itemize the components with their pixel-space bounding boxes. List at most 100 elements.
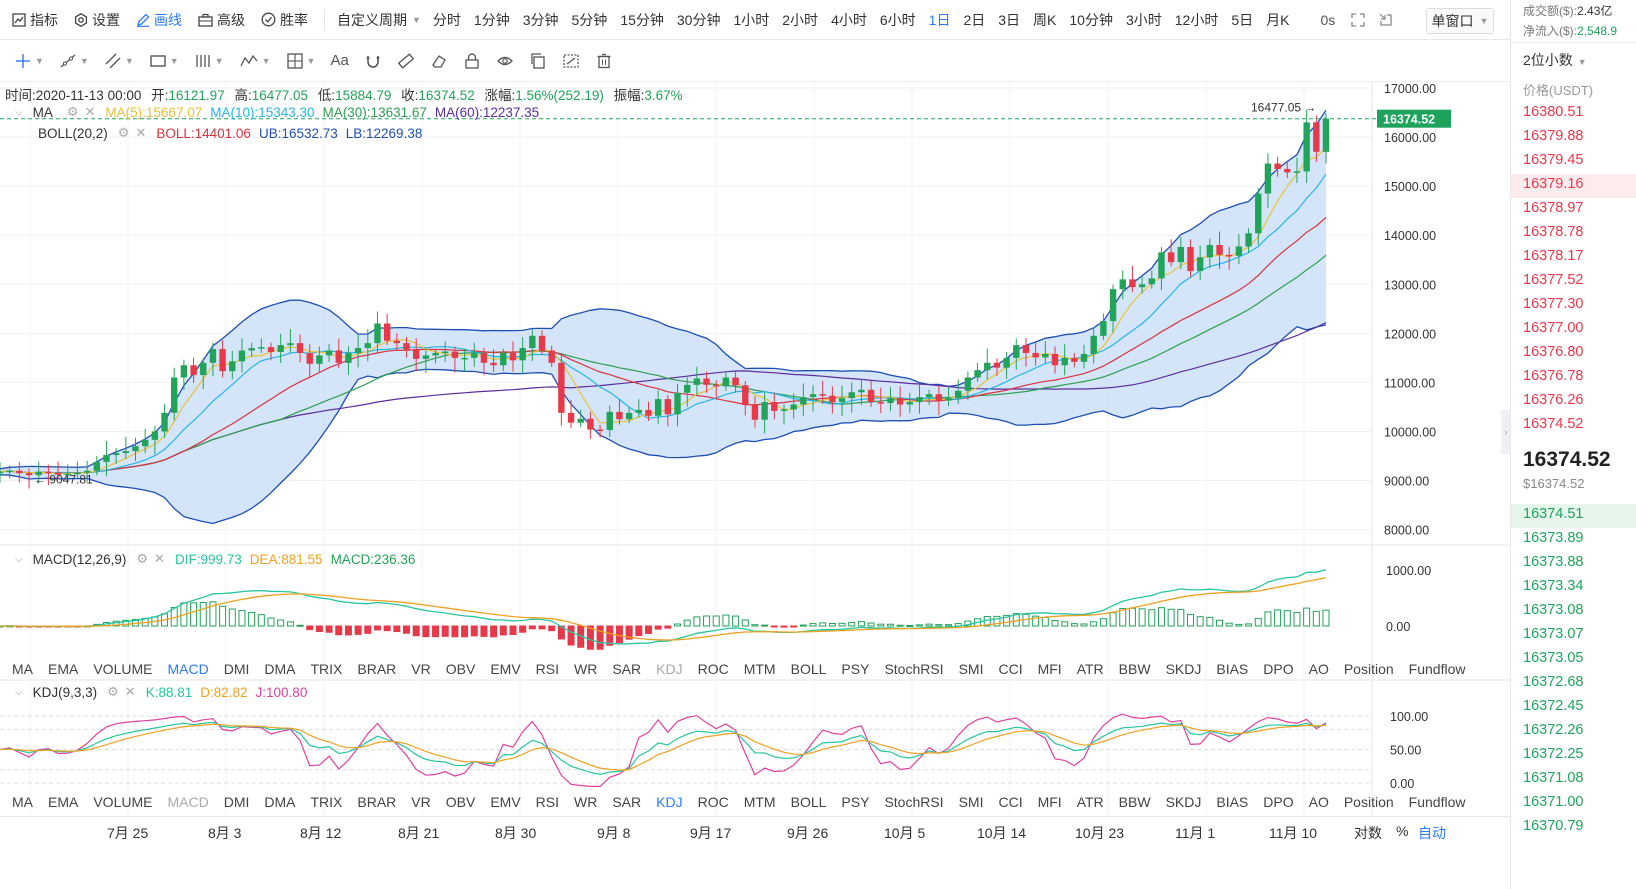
indicator-tab[interactable]: DMA (264, 794, 296, 810)
percent-scale-toggle[interactable]: % (1396, 823, 1409, 839)
lock-tool[interactable] (463, 52, 481, 70)
period-4[interactable]: 15分钟 (620, 11, 664, 28)
close-icon[interactable]: ✕ (154, 551, 165, 566)
ask-price[interactable]: 16378.97 (1523, 200, 1584, 216)
ask-price[interactable]: 16378.78 (1523, 224, 1584, 240)
log-scale-toggle[interactable]: 对数 (1354, 825, 1382, 841)
indicator-tab[interactable]: CCI (998, 661, 1023, 677)
indicator-tab[interactable]: MTM (743, 661, 776, 677)
indicator-tab[interactable]: MA (12, 794, 33, 810)
indicator-tab[interactable]: Fundflow (1408, 794, 1466, 810)
indicator-tab[interactable]: SKDJ (1165, 661, 1202, 677)
copy-tool[interactable] (529, 52, 547, 70)
indicator-tab[interactable]: EMV (490, 661, 521, 677)
indicator-tab[interactable]: RSI (535, 794, 560, 810)
auto-scale-toggle[interactable]: 自动 (1418, 825, 1446, 841)
period-2[interactable]: 3分钟 (522, 11, 559, 28)
period-0[interactable]: 分时 (432, 11, 461, 28)
bid-price[interactable]: 16373.34 (1523, 578, 1584, 594)
trendline-tool[interactable]: ▼ (59, 52, 89, 70)
close-icon[interactable]: ✕ (135, 125, 147, 140)
indicator-tab[interactable]: ROC (697, 661, 729, 677)
indicator-tab[interactable]: MACD (167, 661, 209, 677)
bid-price[interactable]: 16372.26 (1523, 722, 1584, 738)
indicator-tab[interactable]: ATR (1076, 661, 1104, 677)
bid-price[interactable]: 16371.08 (1523, 770, 1584, 786)
indicator-tab[interactable]: BRAR (357, 661, 397, 677)
winrate-button[interactable]: 胜率 (261, 10, 308, 30)
indicator-tab[interactable]: BBW (1118, 794, 1151, 810)
period-12[interactable]: 3日 (998, 11, 1021, 28)
ask-price[interactable]: 16378.17 (1523, 248, 1584, 264)
indicator-tab[interactable]: WR (574, 661, 598, 677)
indicator-tab[interactable]: ROC (697, 794, 729, 810)
bid-price[interactable]: 16371.00 (1523, 794, 1584, 810)
indicator-tab[interactable]: CCI (998, 794, 1023, 810)
indicator-tab[interactable]: MTM (743, 794, 776, 810)
indicator-tab[interactable]: SKDJ (1165, 794, 1202, 810)
period-1[interactable]: 1分钟 (473, 11, 510, 28)
period-3[interactable]: 5分钟 (571, 11, 608, 28)
indicator-tab[interactable]: KDJ (656, 661, 683, 677)
close-icon[interactable]: ✕ (124, 684, 136, 699)
settings-gear-icon[interactable]: ⚙ (117, 125, 130, 140)
indicator-tab[interactable]: EMV (490, 794, 521, 810)
indicator-tab[interactable]: DMI (223, 661, 250, 677)
period-13[interactable]: 周K (1033, 11, 1057, 28)
crosshair-tool[interactable]: ▼ (14, 52, 44, 70)
wave-tool[interactable]: ▼ (239, 52, 271, 70)
ask-price[interactable]: 16377.52 (1523, 272, 1584, 288)
ask-price[interactable]: 16374.52 (1523, 416, 1584, 432)
indicator-tab[interactable]: MFI (1037, 661, 1062, 677)
collapse-chevron-icon[interactable]: ⌵ (15, 106, 23, 118)
ask-price[interactable]: 16377.30 (1523, 296, 1584, 312)
settings-gear-icon[interactable]: ⚙ (107, 684, 119, 699)
indicator-tab[interactable]: Position (1343, 794, 1394, 810)
template-tool[interactable] (562, 52, 580, 70)
period-9[interactable]: 6小时 (879, 11, 916, 28)
period-15[interactable]: 3小时 (1125, 11, 1162, 28)
indicator-tab[interactable]: SMI (958, 794, 984, 810)
period-11[interactable]: 2日 (963, 11, 986, 28)
indicator-tab[interactable]: WR (574, 794, 598, 810)
indicator-tab[interactable]: AO (1308, 794, 1329, 810)
indicator-tab[interactable]: VR (411, 661, 431, 677)
collapse-chevron-icon[interactable]: ⌵ (15, 686, 23, 698)
indicator-tab[interactable]: VR (411, 794, 431, 810)
indicator-tab[interactable]: OBV (445, 794, 476, 810)
indicator-tab[interactable]: SMI (958, 661, 984, 677)
fullscreen-icon[interactable] (1350, 12, 1366, 28)
period-17[interactable]: 5日 (1231, 11, 1254, 28)
hide-tool[interactable] (496, 52, 514, 70)
period-5[interactable]: 30分钟 (676, 11, 721, 28)
ask-price[interactable]: 16380.51 (1523, 104, 1584, 120)
decimals-select[interactable]: 2位小数 ▼ (1523, 50, 1587, 70)
ask-price[interactable]: 16379.45 (1523, 152, 1584, 168)
panel-collapse-handle[interactable]: › (1501, 410, 1511, 454)
indicator-tab[interactable]: MFI (1037, 794, 1062, 810)
indicator-tab[interactable]: EMA (48, 661, 79, 677)
indicator-tab[interactable]: SAR (612, 661, 642, 677)
indicator-tab[interactable]: Position (1343, 661, 1394, 677)
period-10[interactable]: 1日 (928, 11, 951, 28)
bid-price[interactable]: 16373.07 (1523, 626, 1584, 642)
bid-price[interactable]: 16372.45 (1523, 698, 1584, 714)
indicator-tab[interactable]: AO (1308, 661, 1329, 677)
indicator-tab[interactable]: DMA (264, 661, 296, 677)
period-14[interactable]: 10分钟 (1069, 11, 1113, 28)
rectangle-tool[interactable]: ▼ (149, 52, 179, 70)
indicators-button[interactable]: 指标 (12, 10, 58, 30)
draw-button[interactable]: 画线 (136, 10, 182, 30)
eraser-tool[interactable] (430, 52, 448, 70)
indicator-tab[interactable]: StochRSI (884, 661, 944, 677)
ask-price[interactable]: 16377.00 (1523, 320, 1584, 336)
bid-price[interactable]: 16373.08 (1523, 602, 1584, 618)
indicator-tab[interactable]: OBV (445, 661, 476, 677)
settings-button[interactable]: 设置 (74, 10, 120, 30)
indicator-tab[interactable]: ATR (1076, 794, 1104, 810)
kline-chart[interactable]: 17000.00 16000.00 15000.00 14000.00 13000.00… (0, 82, 1510, 817)
collapse-chevron-icon[interactable]: ⌵ (15, 553, 23, 565)
ask-price[interactable]: 16379.88 (1523, 128, 1584, 144)
measure-tool[interactable]: ▼ (286, 52, 315, 70)
bid-price[interactable]: 16373.88 (1523, 554, 1584, 570)
